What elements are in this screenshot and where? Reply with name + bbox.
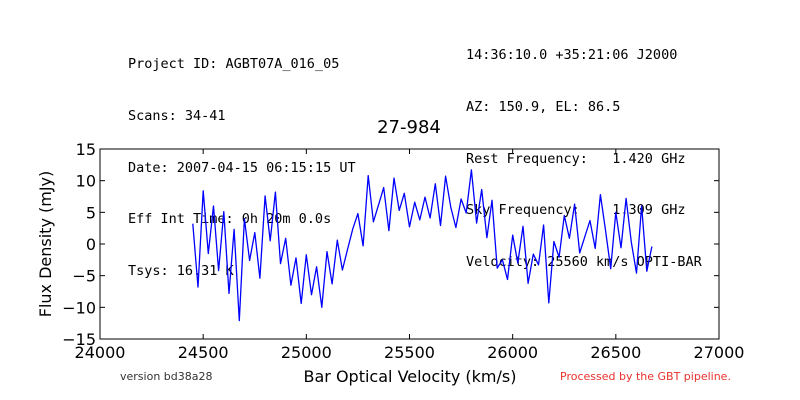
x-tick-label-0: 24000 [75,343,126,362]
y-axis-label: Flux Density (mJy) [36,171,55,318]
y-tick-label-5: −10 [62,298,96,317]
y-tick-label-6: −15 [62,330,96,349]
az-el-text: AZ: 150.9, EL: 86.5 [466,99,621,116]
flux-series-line [192,169,653,322]
x-tick-label-3: 25500 [384,343,435,362]
chart-title: 27-984 [377,117,441,138]
pipeline-text: Processed by the GBT pipeline. [560,370,731,383]
tick-labels: 24000 24500 25000 25500 26000 26500 27000 15 10 5… [62,140,744,362]
scans-text: Scans: 34-41 [128,108,226,125]
coordinates-text: 14:36:10.0 +35:21:06 J2000 [466,47,678,64]
plot-frame [99,148,720,340]
date-text: Date: 2007-04-15 06:15:15 UT [128,159,356,176]
x-tick-label-6: 27000 [694,343,745,362]
version-text: version bd38a28 [120,370,213,383]
x-tick-label-5: 26500 [590,343,641,362]
header-info-right: 14:36:10.0 +35:21:06 J2000 AZ: 150.9, EL… [466,13,702,288]
project-id-text: Project ID: AGBT07A_016_05 [128,56,340,73]
rest-frequency-text: Rest Frequency: 1.420 GHz [466,150,686,167]
x-tick-label-2: 25000 [281,343,332,362]
y-tick-label-0: 15 [76,140,96,159]
x-tick-label-1: 24500 [178,343,229,362]
y-tick-label-1: 10 [76,172,96,191]
x-axis-label: Bar Optical Velocity (km/s) [304,367,517,386]
axis-ticks [99,148,720,340]
y-tick-label-2: 5 [86,203,96,222]
x-tick-label-4: 26000 [487,343,538,362]
y-tick-label-4: −5 [72,267,96,286]
y-tick-label-3: 0 [86,235,96,254]
